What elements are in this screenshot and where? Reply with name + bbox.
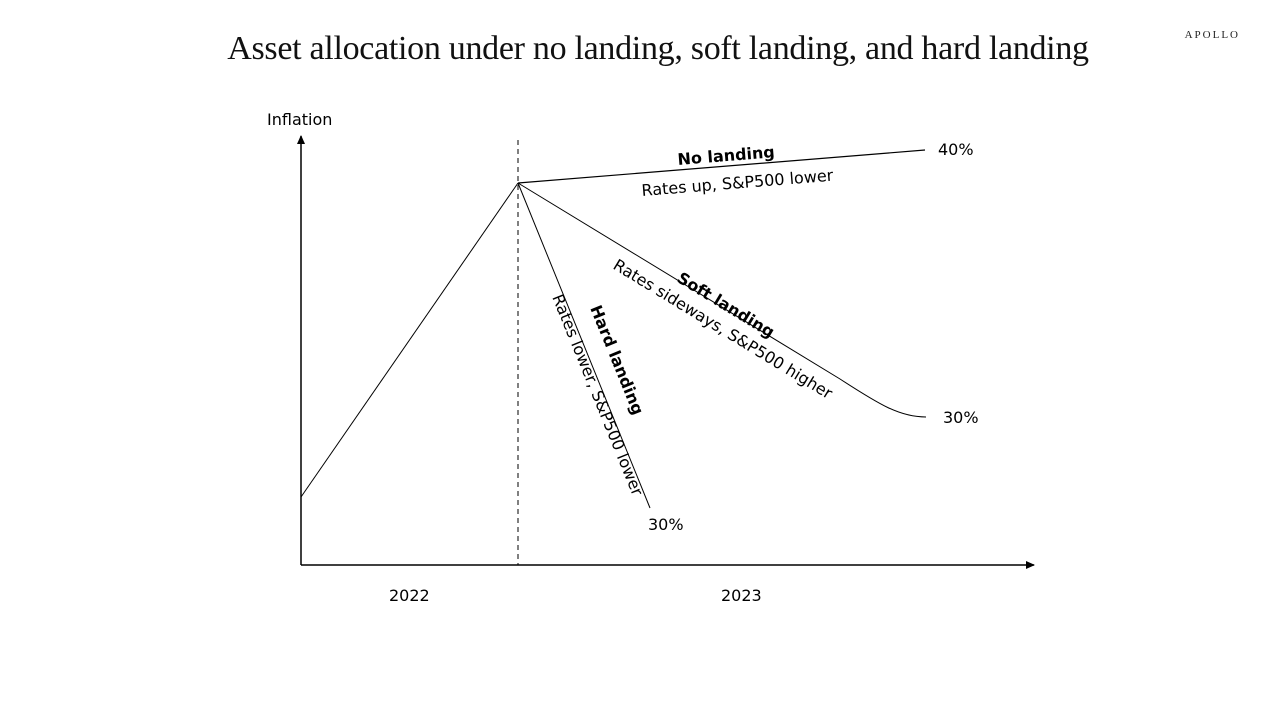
soft-landing-probability: 30% [943, 408, 979, 427]
no-landing-probability: 40% [938, 140, 974, 159]
y-axis-label: Inflation [267, 110, 332, 129]
history-line [300, 182, 519, 498]
soft-landing-line [517, 182, 927, 418]
no-landing-line [517, 149, 926, 184]
page-title: Asset allocation under no landing, soft … [227, 30, 1089, 67]
brand-logo: APOLLO [1184, 29, 1240, 41]
x-tick-2022: 2022 [389, 586, 430, 605]
hard-landing-probability: 30% [648, 515, 684, 534]
hard-landing-line [517, 182, 651, 509]
no-landing-title: No landing [677, 142, 776, 169]
soft-landing-description: Rates sideways, S&P500 higher [610, 255, 836, 403]
x-tick-2023: 2023 [721, 586, 762, 605]
